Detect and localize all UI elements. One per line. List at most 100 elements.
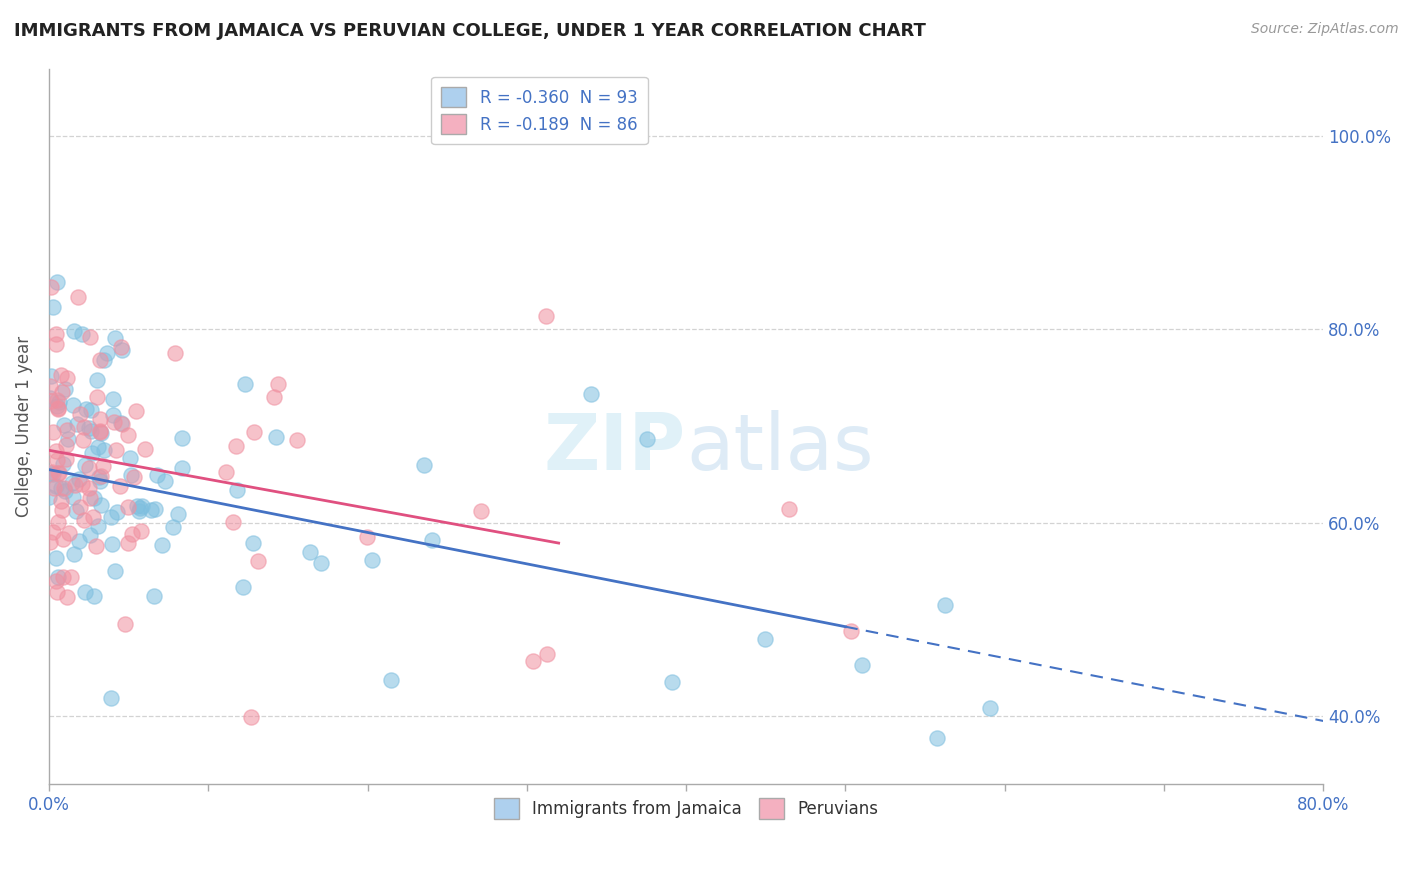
Point <box>170 460 193 475</box>
Point <box>125 499 148 513</box>
Y-axis label: College, Under 1 year: College, Under 1 year <box>15 335 32 516</box>
Point <box>131 499 153 513</box>
Point <box>80 446 103 460</box>
Point <box>226 483 249 498</box>
Point <box>46 401 69 416</box>
Point <box>89 424 111 438</box>
Point <box>45 326 67 341</box>
Point <box>77 481 100 495</box>
Point <box>86 373 108 387</box>
Point <box>41 280 63 294</box>
Point <box>73 458 96 472</box>
Point <box>233 376 256 391</box>
Point <box>73 420 96 434</box>
Point <box>522 654 544 668</box>
Point <box>170 431 193 445</box>
Point <box>38 490 60 504</box>
Point <box>90 426 112 441</box>
Point <box>93 443 115 458</box>
Point <box>39 466 62 480</box>
Point <box>125 404 148 418</box>
Point <box>129 524 152 538</box>
Point <box>48 401 70 415</box>
Point <box>49 493 72 508</box>
Point <box>934 598 956 612</box>
Point <box>83 491 105 505</box>
Point <box>111 343 134 357</box>
Point <box>143 502 166 516</box>
Text: atlas: atlas <box>686 409 873 485</box>
Point <box>65 504 87 518</box>
Point <box>754 632 776 646</box>
Point <box>46 453 69 467</box>
Point <box>117 500 139 515</box>
Point <box>42 524 65 539</box>
Point <box>67 290 90 304</box>
Point <box>134 442 156 457</box>
Point <box>69 500 91 515</box>
Point <box>80 402 103 417</box>
Point <box>167 507 190 521</box>
Point <box>83 589 105 603</box>
Point <box>89 425 111 439</box>
Point <box>84 539 107 553</box>
Point <box>42 467 65 481</box>
Point <box>89 411 111 425</box>
Point <box>72 433 94 447</box>
Point <box>120 468 142 483</box>
Point <box>86 390 108 404</box>
Point <box>48 395 70 409</box>
Point <box>73 513 96 527</box>
Point <box>90 469 112 483</box>
Point <box>267 377 290 392</box>
Point <box>536 648 558 662</box>
Point <box>89 470 111 484</box>
Point <box>108 478 131 492</box>
Point <box>60 476 83 491</box>
Point <box>118 450 141 465</box>
Text: IMMIGRANTS FROM JAMAICA VS PERUVIAN COLLEGE, UNDER 1 YEAR CORRELATION CHART: IMMIGRANTS FROM JAMAICA VS PERUVIAN COLL… <box>14 22 927 40</box>
Point <box>48 466 70 480</box>
Point <box>67 533 90 548</box>
Point <box>55 437 77 451</box>
Point <box>246 554 269 568</box>
Point <box>263 390 285 404</box>
Point <box>122 469 145 483</box>
Point <box>264 430 287 444</box>
Point <box>48 467 70 481</box>
Point <box>53 483 76 498</box>
Point <box>46 399 69 413</box>
Point <box>121 526 143 541</box>
Point <box>45 550 67 565</box>
Point <box>87 518 110 533</box>
Point <box>128 504 150 518</box>
Point <box>79 528 101 542</box>
Point <box>63 324 86 338</box>
Point <box>150 538 173 552</box>
Point <box>75 402 97 417</box>
Point <box>470 504 492 518</box>
Point <box>356 530 378 544</box>
Point <box>80 425 103 439</box>
Point <box>77 461 100 475</box>
Point <box>90 499 112 513</box>
Point <box>82 510 104 524</box>
Point <box>39 368 62 383</box>
Point <box>44 481 66 495</box>
Point <box>53 382 76 396</box>
Point <box>53 418 76 433</box>
Point <box>42 300 65 314</box>
Point <box>360 553 382 567</box>
Point <box>413 458 436 472</box>
Legend: Immigrants from Jamaica, Peruvians: Immigrants from Jamaica, Peruvians <box>488 792 884 825</box>
Point <box>101 392 124 406</box>
Point <box>45 478 67 492</box>
Point <box>75 584 97 599</box>
Point <box>839 624 862 638</box>
Point <box>45 574 67 589</box>
Point <box>111 417 134 432</box>
Point <box>67 472 90 486</box>
Point <box>91 459 114 474</box>
Point <box>96 346 118 360</box>
Point <box>52 457 75 471</box>
